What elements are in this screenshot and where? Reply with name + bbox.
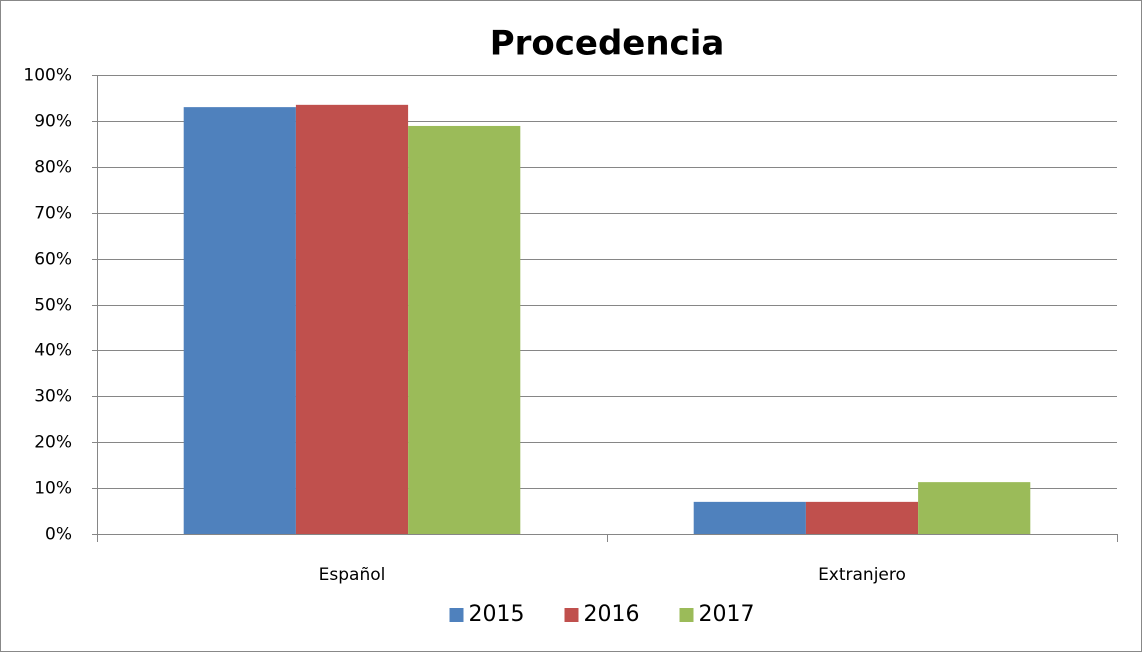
y-tick-label: 30% — [34, 387, 72, 407]
legend-label: 2015 — [469, 602, 525, 627]
y-tick-label: 60% — [34, 250, 72, 270]
x-tick-label: Extranjero — [818, 565, 906, 585]
y-tick-label: 80% — [34, 158, 72, 178]
bar — [918, 482, 1031, 534]
y-tick-label: 90% — [34, 112, 72, 132]
bar — [183, 107, 296, 534]
legend-swatch — [564, 608, 579, 622]
legend-swatch — [449, 608, 464, 622]
bar — [408, 125, 521, 534]
x-tick-label: Español — [319, 565, 386, 585]
legend-label: 2017 — [699, 602, 755, 627]
y-tick-label: 100% — [23, 66, 72, 86]
bar — [295, 104, 409, 535]
legend-label: 2016 — [584, 602, 640, 627]
chart-title: Procedencia — [490, 24, 725, 64]
y-tick-label: 50% — [34, 296, 72, 316]
y-tick-label: 70% — [34, 204, 72, 224]
bar — [805, 501, 919, 534]
y-tick-label: 40% — [34, 341, 72, 361]
y-tick-label: 10% — [34, 479, 72, 499]
y-tick-label: 0% — [45, 525, 72, 545]
y-tick-label: 20% — [34, 433, 72, 453]
bar — [693, 501, 806, 534]
legend-swatch — [679, 608, 694, 622]
